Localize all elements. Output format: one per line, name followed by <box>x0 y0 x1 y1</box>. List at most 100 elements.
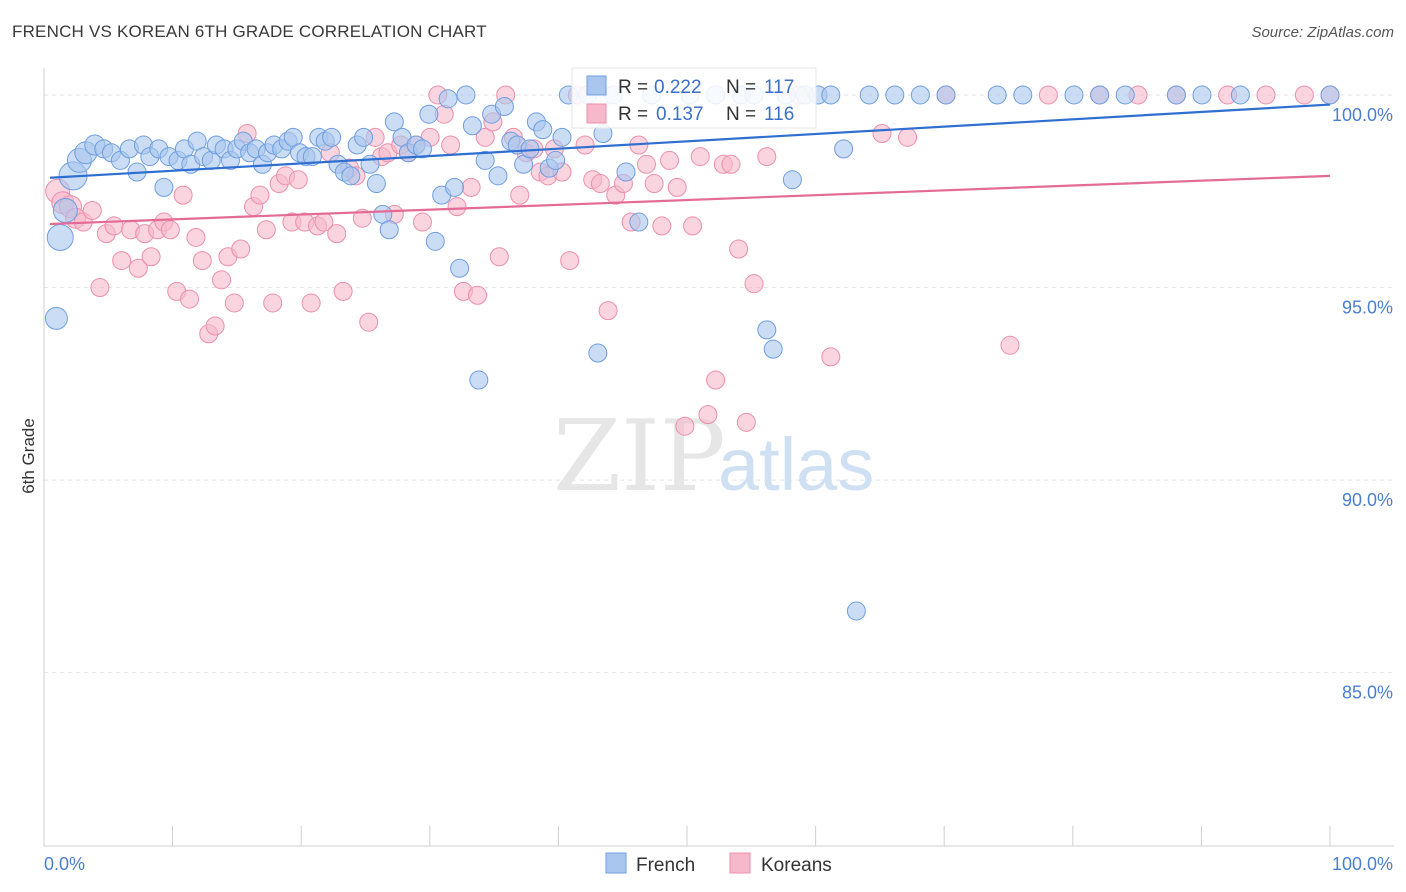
french-point <box>1166 85 1186 105</box>
french-point <box>341 166 361 186</box>
french-point <box>885 85 905 105</box>
korean-point <box>736 412 756 432</box>
stats-french-r-value: 0.222 <box>654 77 702 98</box>
korean-point <box>598 301 618 321</box>
korean-point <box>729 239 749 259</box>
korean-point <box>112 251 132 271</box>
french-point <box>469 370 489 390</box>
korean-point <box>590 174 610 194</box>
french-point <box>552 127 572 147</box>
french-point <box>366 174 386 194</box>
korean-point <box>652 216 672 236</box>
french-point <box>488 166 508 186</box>
french-point <box>44 306 68 330</box>
french-point <box>588 343 608 363</box>
french-point <box>425 231 445 251</box>
korean-point <box>1000 335 1020 355</box>
korean-point <box>683 216 703 236</box>
korean-point <box>706 370 726 390</box>
korean-point <box>1038 85 1058 105</box>
korean-point <box>489 247 509 267</box>
french-point <box>546 150 566 170</box>
korean-point <box>82 201 102 221</box>
french-point <box>302 147 322 167</box>
stats-french-n-value: 117 <box>764 77 794 98</box>
french-point <box>1013 85 1033 105</box>
korean-point <box>721 154 741 174</box>
french-point <box>533 120 553 140</box>
french-point <box>1064 85 1084 105</box>
stats-french-swatch <box>586 75 607 96</box>
korean-point <box>447 197 467 217</box>
french-point <box>438 89 458 109</box>
korean-point <box>359 312 379 332</box>
stats-french-r-label: R = <box>618 77 648 98</box>
stats-korean-n-label: N = <box>726 104 756 125</box>
x-tick-label: 100.0% <box>1332 854 1393 874</box>
french-point <box>444 177 464 197</box>
y-tick-label: 100.0% <box>1332 105 1393 125</box>
korean-point <box>288 170 308 190</box>
french-point <box>360 154 380 174</box>
trend-lines <box>49 103 1331 226</box>
french-trend-line <box>49 103 1331 179</box>
french-point <box>629 212 649 232</box>
legend-korean-swatch <box>729 852 751 874</box>
korean-point <box>1256 85 1276 105</box>
french-point <box>1230 85 1250 105</box>
korean-point <box>744 274 764 294</box>
french-point <box>846 601 866 621</box>
french-point <box>1320 85 1340 105</box>
french-point <box>322 127 342 147</box>
french-point <box>52 198 78 224</box>
korean-point <box>510 185 530 205</box>
korean-point <box>821 347 841 367</box>
korean-point <box>231 239 251 259</box>
french-point <box>462 116 482 136</box>
x-tick-label: 0.0% <box>44 854 85 874</box>
korean-point <box>205 316 225 336</box>
korean-point <box>660 150 680 170</box>
french-point <box>450 258 470 278</box>
korean-point <box>186 227 206 247</box>
korean-point <box>250 185 270 205</box>
y-tick-label: 85.0% <box>1342 683 1393 703</box>
korean-point <box>212 270 232 290</box>
stats-french-n-label: N = <box>726 77 756 98</box>
french-point <box>46 223 74 251</box>
french-point <box>154 177 174 197</box>
korean-point <box>333 281 353 301</box>
french-series <box>44 85 1340 621</box>
korean-point <box>128 258 148 278</box>
legend: French Koreans <box>605 852 832 876</box>
korean-point <box>90 278 110 298</box>
korean-point <box>560 251 580 271</box>
stats-korean-swatch <box>586 103 607 124</box>
axes <box>43 68 1394 847</box>
korean-point <box>352 208 372 228</box>
french-point <box>859 85 879 105</box>
korean-point <box>667 177 687 197</box>
french-point <box>412 139 432 159</box>
stats-korean-r-value: 0.137 <box>656 104 704 125</box>
korean-point <box>757 147 777 167</box>
french-point <box>1090 85 1110 105</box>
french-point <box>757 320 777 340</box>
french-point <box>936 85 956 105</box>
korean-point <box>575 135 595 155</box>
korean-point <box>180 289 200 309</box>
korean-point <box>263 293 283 313</box>
french-point <box>1115 85 1135 105</box>
korean-point <box>898 127 918 147</box>
french-point <box>910 85 930 105</box>
korean-point <box>675 416 695 436</box>
french-point <box>419 104 439 124</box>
korean-point <box>698 405 718 425</box>
korean-point <box>173 185 193 205</box>
korean-point <box>327 224 347 244</box>
french-point <box>475 150 495 170</box>
korean-point <box>160 220 180 240</box>
korean-trend-line <box>49 174 1331 226</box>
korean-point <box>872 123 892 143</box>
stats-korean-r-label: R = <box>618 104 648 125</box>
